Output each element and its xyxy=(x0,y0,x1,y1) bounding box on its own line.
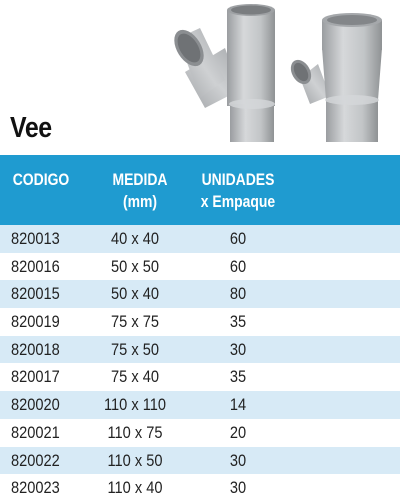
cell-codigo: 820018 xyxy=(11,339,60,359)
cell-codigo: 820013 xyxy=(11,229,60,248)
table-body: 820013 40 x 40 60 820016 50 x 50 60 820015 50… xyxy=(0,225,400,502)
cell-codigo: 820022 xyxy=(11,450,60,470)
cell-medida: 50 x 50 xyxy=(111,256,159,276)
cell-unidades: 80 xyxy=(229,284,247,304)
header-medida-line2: (mm) xyxy=(122,192,158,211)
cell-medida: 110 x 110 xyxy=(103,395,167,415)
cell-unidades: 35 xyxy=(229,367,247,387)
cell-medida: 110 x 50 xyxy=(107,450,163,470)
cell-unidades: 60 xyxy=(229,229,247,248)
cell-unidades: 14 xyxy=(229,395,247,415)
cell-medida: 50 x 40 xyxy=(111,284,159,304)
table-row: 820019 75 x 75 35 xyxy=(0,308,400,336)
table-row: 820015 50 x 40 80 xyxy=(0,280,400,309)
cell-unidades: 30 xyxy=(229,339,247,359)
cell-medida: 110 x 75 xyxy=(107,422,163,442)
vee-fitting-small-icon xyxy=(290,13,382,142)
cell-unidades: 30 xyxy=(229,478,247,498)
cell-medida: 75 x 40 xyxy=(111,367,159,387)
cell-codigo: 820021 xyxy=(11,422,60,442)
cell-unidades: 60 xyxy=(229,256,247,276)
table-row: 820023 110 x 40 30 xyxy=(0,474,400,502)
cell-medida: 40 x 40 xyxy=(111,229,159,248)
table-row: 820018 75 x 50 30 xyxy=(0,335,400,364)
cell-codigo: 820020 xyxy=(11,395,60,415)
table-header: CODIGO MEDIDA (mm) UNIDADES x Empaque xyxy=(0,155,400,225)
header-unidades-line1: UNIDADES xyxy=(201,170,275,189)
page-title: Vee xyxy=(10,112,52,144)
cell-codigo: 820023 xyxy=(11,478,60,498)
table-row: 820013 40 x 40 60 xyxy=(0,225,400,253)
header-medida: MEDIDA (mm) xyxy=(99,169,181,213)
table-row: 820016 50 x 50 60 xyxy=(0,252,400,281)
fittings-illustration xyxy=(174,4,382,142)
cell-medida: 75 x 75 xyxy=(111,312,159,332)
cell-unidades: 35 xyxy=(229,312,247,332)
product-table: CODIGO MEDIDA (mm) UNIDADES x Empaque 82… xyxy=(0,155,400,502)
header-medida-line1: MEDIDA xyxy=(112,170,168,189)
header-unidades-line2: x Empaque xyxy=(200,192,276,211)
cell-unidades: 20 xyxy=(229,422,247,442)
product-header: Vee xyxy=(0,0,400,153)
header-unidades: UNIDADES x Empaque xyxy=(197,169,279,213)
cell-codigo: 820015 xyxy=(11,284,60,304)
cell-codigo: 820016 xyxy=(11,256,60,276)
cell-codigo: 820019 xyxy=(11,312,60,332)
table-row: 820021 110 x 75 20 xyxy=(0,418,400,447)
table-row: 820020 110 x 110 14 xyxy=(0,391,400,419)
table-row: 820022 110 x 50 30 xyxy=(0,446,400,475)
cell-unidades: 30 xyxy=(229,450,247,470)
table-row: 820017 75 x 40 35 xyxy=(0,363,400,392)
cell-medida: 110 x 40 xyxy=(107,478,163,498)
cell-codigo: 820017 xyxy=(11,367,60,387)
vee-fitting-large-icon xyxy=(174,4,275,142)
cell-medida: 75 x 50 xyxy=(111,339,159,359)
header-codigo: CODIGO xyxy=(12,170,70,189)
